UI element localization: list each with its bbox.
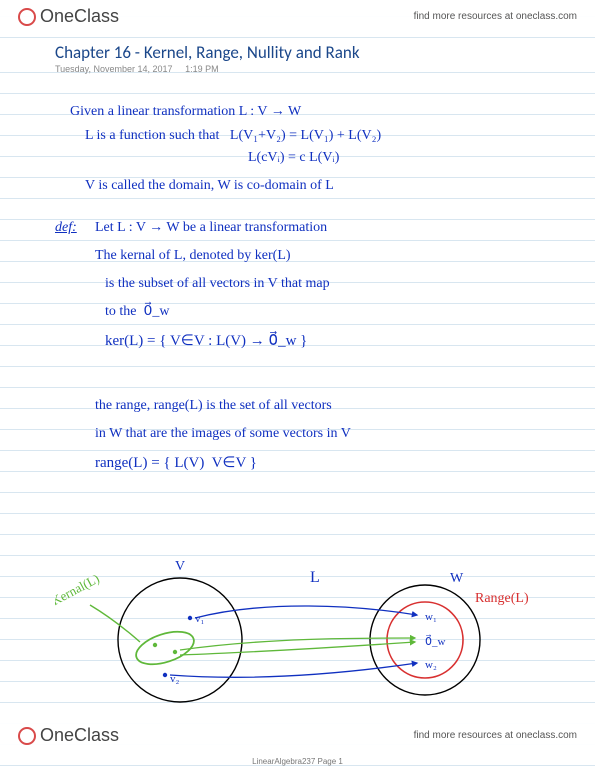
hand-line-2: L is a function such that L(V₁+V₂) = L(V… — [85, 128, 381, 145]
logo-bottom: OneClass — [18, 725, 119, 746]
point-v1 — [188, 616, 192, 620]
footer-page-number: LinearAlgebra237 Page 1 — [0, 757, 595, 766]
def-label: def: — [55, 220, 77, 237]
label-w2: w₂ — [425, 659, 437, 671]
label-0w: 0⃗_w — [425, 634, 445, 648]
kernal-pointer — [90, 605, 140, 642]
arrow-k-0w-b — [180, 642, 415, 655]
point-v2 — [163, 673, 167, 677]
point-k1 — [153, 643, 157, 647]
label-w: W — [450, 571, 464, 586]
hand-line-7: is the subset of all vectors in V that m… — [105, 276, 330, 293]
hand-line-12: range(L) = { L(V) V∈V } — [95, 454, 257, 472]
label-v: V — [175, 560, 185, 574]
hand-line-1: Given a linear transformation L : V → W — [70, 104, 301, 121]
find-more-bottom: find more resources at oneclass.com — [414, 730, 577, 741]
kernal-ellipse — [132, 625, 198, 670]
find-more-top: find more resources at oneclass.com — [414, 11, 577, 22]
arrow-v1-w1 — [195, 606, 417, 618]
hand-line-8: to the 0⃗_w — [105, 304, 170, 321]
hand-line-11: in W that are the images of some vectors… — [95, 426, 351, 443]
range-label: Range(L) — [475, 591, 529, 606]
venn-diagram: V W L Range(L) Kernal(L) v₁ v₂ w₁ 0⃗_w w… — [55, 560, 545, 725]
logo-text: OneClass — [40, 6, 119, 27]
hand-line-10: the range, range(L) is the set of all ve… — [95, 398, 332, 415]
logo-top: OneClass — [18, 6, 119, 27]
logo-ring-icon-bottom — [18, 727, 36, 745]
page-title: Chapter 16 - Kernel, Range, Nullity and … — [55, 42, 360, 63]
brand-bar-bottom: OneClass find more resources at oneclass… — [0, 719, 595, 752]
point-k2 — [173, 650, 177, 654]
page-meta: Tuesday, November 14, 2017 1:19 PM — [55, 64, 219, 74]
arrow-v2-w2 — [170, 663, 417, 677]
circle-v — [118, 578, 242, 702]
page-time: 1:19 PM — [185, 64, 219, 74]
logo-ring-icon — [18, 8, 36, 26]
logo-text-bottom: OneClass — [40, 725, 119, 746]
label-l: L — [310, 569, 320, 586]
page-date: Tuesday, November 14, 2017 — [55, 64, 173, 74]
hand-line-6: The kernal of L, denoted by ker(L) — [95, 248, 291, 265]
brand-bar-top: OneClass find more resources at oneclass… — [0, 0, 595, 33]
hand-line-3: L(cVᵢ) = c L(Vᵢ) — [248, 150, 339, 167]
hand-line-9: ker(L) = { V∈V : L(V) → 0⃗_w } — [105, 332, 307, 350]
kernal-label: Kernal(L) — [55, 571, 102, 609]
hand-line-5: Let L : V → W be a linear transformation — [95, 220, 327, 237]
label-w1: w₁ — [425, 611, 437, 623]
label-v1: v₁ — [195, 613, 205, 625]
hand-line-4: V is called the domain, W is co-domain o… — [85, 178, 334, 195]
